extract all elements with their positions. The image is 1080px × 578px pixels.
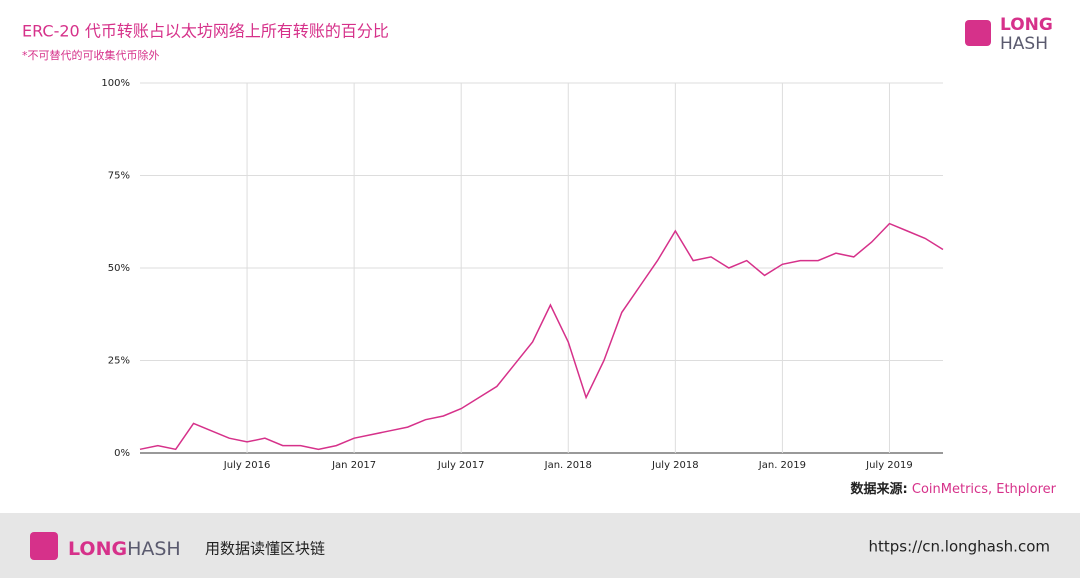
data-line xyxy=(139,222,944,451)
x-tick-label: July 2019 xyxy=(865,460,913,471)
source: 数据来源: CoinMetrics, Ethplorer xyxy=(851,481,1057,497)
logo-icon xyxy=(965,20,991,46)
brand-b: HASH xyxy=(127,538,181,560)
logo-text: LONG xyxy=(1000,15,1053,35)
chart-title: ERC-20 代币转账占以太坊网络上所有转账的百分比 xyxy=(22,22,389,41)
y-tick-label: 0% xyxy=(114,448,130,459)
x-tick-label: Jan 2017 xyxy=(331,460,376,471)
y-tick-label: 50% xyxy=(108,263,130,274)
plot: 0% 25% 50% 75% 100% July 2016 Jan 2017 July 201… xyxy=(101,78,944,471)
logo-text: HASH xyxy=(1000,34,1048,54)
x-tick-label: July 2016 xyxy=(223,460,271,471)
x-tick-label: July 2017 xyxy=(437,460,485,471)
source-names: CoinMetrics, Ethplorer xyxy=(912,482,1057,497)
x-tick-label: Jan. 2019 xyxy=(758,460,806,471)
y-tick-label: 25% xyxy=(108,356,130,367)
footer xyxy=(0,513,1080,578)
chart-subtitle: *不可替代的可收集代币除外 xyxy=(22,48,160,62)
x-tick-label: July 2018 xyxy=(651,460,699,471)
y-tick-label: 100% xyxy=(101,78,130,89)
source-label: 数据来源: xyxy=(851,481,908,497)
footer-logo-icon xyxy=(30,532,58,560)
x-tick-label: Jan. 2018 xyxy=(544,460,592,471)
footer-tagline: 用数据读懂区块链 xyxy=(205,540,325,558)
top-logo: LONG HASH xyxy=(965,15,1053,54)
brand-a: LONG xyxy=(68,538,127,560)
y-tick-label: 75% xyxy=(108,171,130,182)
footer-brand: LONGHASH xyxy=(68,538,181,560)
footer-url[interactable]: https://cn.longhash.com xyxy=(869,538,1051,556)
